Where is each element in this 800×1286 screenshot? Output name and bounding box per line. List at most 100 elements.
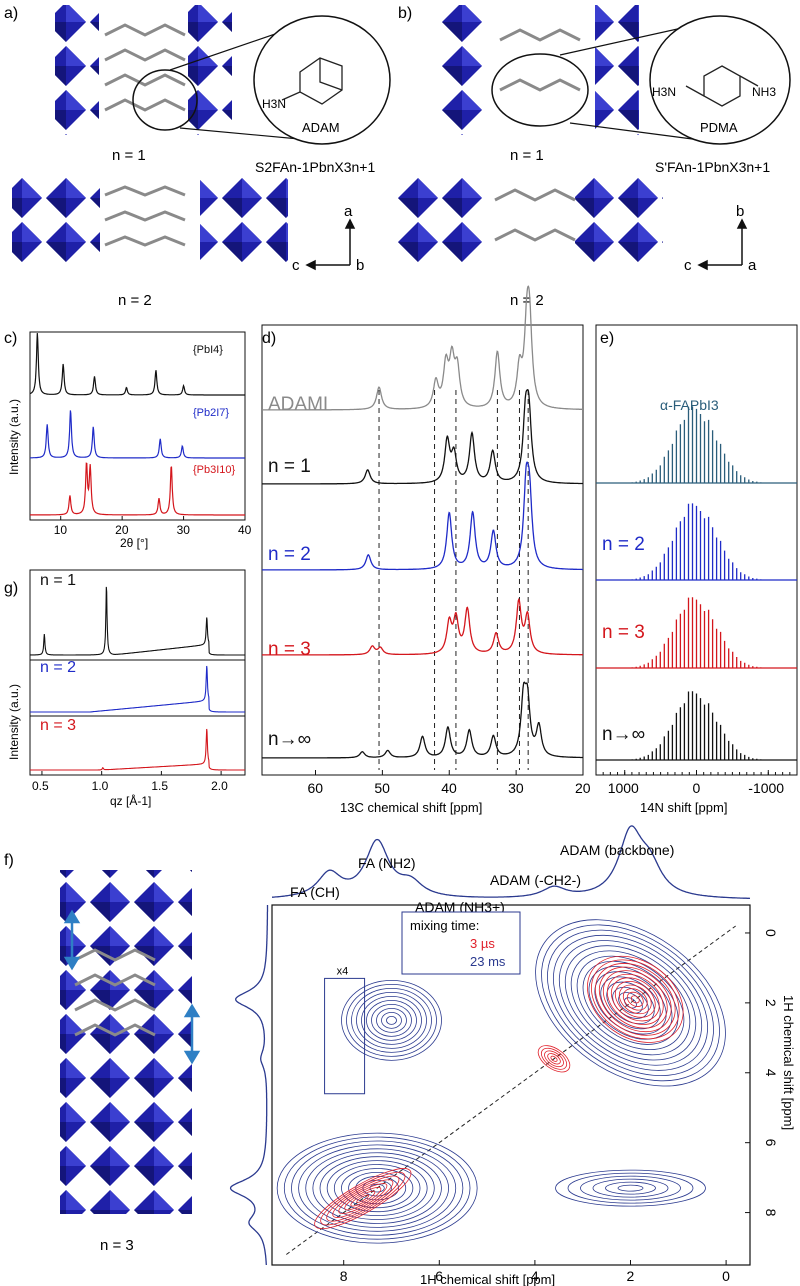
c-legend-0: {PbI4} [193, 344, 223, 356]
g-xlabel: qz [Å-1] [110, 793, 151, 808]
panel-letter-f: f) [4, 852, 14, 869]
f-contour-red-backbone [591, 959, 680, 1040]
d-label-3: n = 3 [268, 639, 311, 660]
f-contour-blue-cross-2 [356, 991, 427, 1049]
b-octahedra-left [440, 5, 484, 135]
a-axis-up: a [344, 203, 353, 220]
f-contour-red-fa [326, 1175, 400, 1222]
f-diagonal [286, 925, 736, 1255]
f-proj-label-3: ADAM (-CH2-) [490, 872, 581, 888]
a-axis-center: b [356, 257, 364, 274]
panel-letter-a: a) [4, 5, 18, 22]
pdma-group-left: H3N [652, 85, 676, 99]
e-series-3 [596, 691, 797, 761]
c-tick-label-2: 30 [177, 523, 191, 537]
f-proj-label-0: FA (CH) [290, 884, 340, 900]
b-axis-up: b [736, 203, 744, 220]
zoom-circle-small [132, 69, 198, 131]
f-contour-blue-cross-1 [592, 1178, 669, 1198]
f-contour-red-nh3 [544, 1050, 564, 1068]
a-n1-label: n = 1 [112, 147, 146, 164]
f-contour-blue-fa [276, 1132, 478, 1244]
f-contour-blue-cross-2 [376, 1007, 407, 1033]
f-ylabel: 1H chemical shift [ppm] [781, 995, 796, 1130]
e-label-3: n→∞ [602, 724, 645, 745]
f-inset-box [324, 977, 366, 1095]
d-tick-label-3: 30 [508, 780, 524, 796]
f-contour-blue-backbone [535, 919, 726, 1087]
f-legend-title: mixing time: [410, 918, 479, 933]
f-contour-red-backbone [610, 977, 660, 1022]
f-contour-red-nh3 [547, 1053, 561, 1065]
f-ytick-label-0: 0 [763, 929, 779, 937]
adam-structure [299, 57, 343, 105]
f-n3-label: n = 3 [100, 1237, 134, 1254]
g-tick-label-1: 1.0 [92, 779, 109, 793]
f-contour-blue-cross-2 [381, 1011, 402, 1029]
f-contour-red-backbone [622, 988, 648, 1011]
a-axis-left: c [292, 257, 300, 274]
f-top-projection [272, 825, 751, 900]
d-label-0: ADAMI [268, 394, 328, 415]
f-ytick-label-2: 4 [763, 1069, 779, 1077]
f-frame [271, 904, 751, 1266]
f-contour-blue-fa [283, 1136, 471, 1240]
panel-b: b) H3N NH3 PDMA n = 1 S'FAn-1PbnX3n+1 b … [395, 5, 791, 309]
f-contour-blue-backbone [576, 955, 685, 1051]
f-contour-red-backbone [614, 981, 656, 1018]
f-contour-blue-fa [333, 1164, 421, 1213]
f-contour-red-backbone [630, 995, 640, 1004]
g-label-0: n = 1 [40, 572, 76, 589]
f-contour-blue-backbone [570, 950, 691, 1056]
b-n2-octahedra-left [395, 178, 483, 266]
e-label-0: α-FAPbI3 [660, 397, 719, 413]
f-xtick-label-0: 8 [340, 1268, 348, 1284]
f-contour-blue-backbone [600, 976, 661, 1030]
d-label-2: n = 2 [268, 544, 311, 565]
f-contour-red-fa [314, 1168, 412, 1230]
c-ylabel: Intensity (a.u.) [7, 399, 21, 475]
f-double-arrows [63, 909, 201, 1065]
f-proj-label-4: ADAM (backbone) [560, 842, 674, 858]
f-contour-blue-cross-2 [351, 987, 432, 1053]
f-contour-blue-cross-1 [580, 1175, 681, 1201]
f-contour-blue-cross-1 [617, 1184, 644, 1192]
b-axes [697, 218, 748, 271]
chart-g-giwaxs: n = 1 n = 2 n = 3 0.5 1.0 1.5 2.0 qz [Å-1] Inten… [7, 569, 246, 808]
b-n2-octahedra-right [575, 178, 663, 266]
e-tick-label-2: -1000 [748, 780, 784, 796]
e-tick-label-0: 1000 [608, 780, 639, 796]
b-axis-center: a [748, 257, 757, 274]
g-label-1: n = 2 [40, 659, 76, 676]
f-xlabel: 1H chemical shift [ppm] [420, 1272, 555, 1286]
e-series-2 [596, 597, 797, 669]
f-ytick-label-3: 6 [763, 1139, 779, 1147]
e-label-2: n = 3 [602, 622, 645, 643]
f-contour-red-backbone [602, 970, 668, 1029]
f-contour-red-backbone [618, 984, 652, 1015]
f-contour-blue-fa [326, 1160, 428, 1217]
f-contour-blue-backbone [541, 924, 720, 1082]
e-xlabel: 14N shift [ppm] [640, 800, 727, 815]
zoom-circle-pdma [649, 15, 791, 145]
f-proj-label-1: FA (NH2) [358, 855, 416, 871]
f-xtick-label-3: 2 [627, 1268, 635, 1284]
f-contour-blue-backbone [606, 981, 655, 1025]
b-zoom-circle-small [491, 53, 589, 127]
d-series-4 [262, 681, 583, 759]
b-n1-label: n = 1 [510, 147, 544, 164]
a-formula: S2FAn-1PbnX3n+1 [255, 159, 375, 175]
f-contour-blue-backbone [547, 929, 714, 1077]
octahedra-layer-right [188, 5, 232, 135]
f-contour-red-backbone [595, 963, 676, 1036]
f-contour-blue-fa [312, 1152, 442, 1224]
f-contour-blue-backbone [558, 940, 703, 1066]
f-legend-box [401, 911, 521, 975]
e-series-0 [596, 406, 797, 484]
g-series-1 [30, 665, 245, 713]
f-contour-blue-cross-2 [346, 983, 437, 1057]
f-xtick-label-4: 0 [722, 1268, 730, 1284]
f-contour-red-fa [320, 1171, 406, 1226]
c-tick-label-0: 10 [54, 523, 68, 537]
